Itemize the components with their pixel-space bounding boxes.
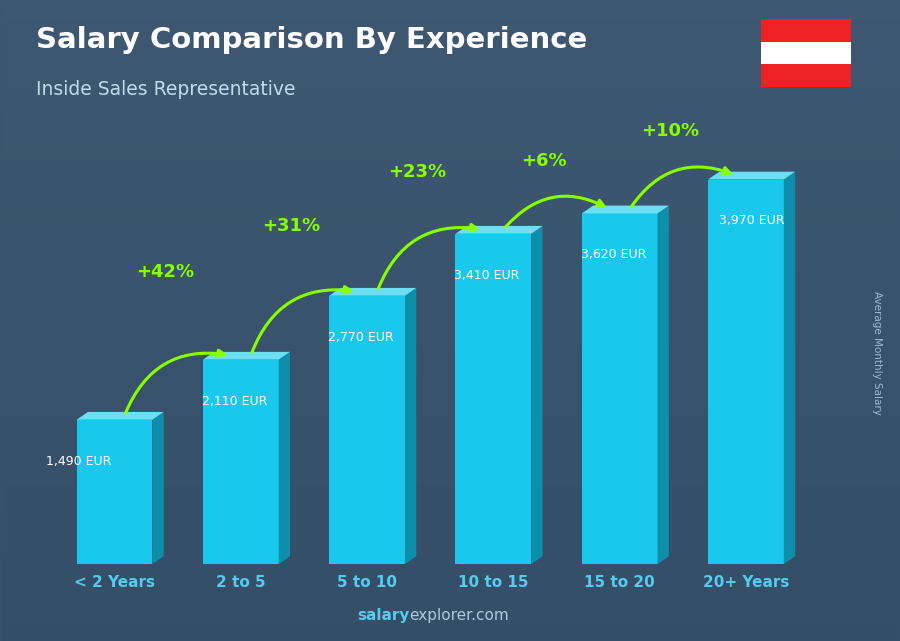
Polygon shape xyxy=(581,206,669,213)
Polygon shape xyxy=(329,288,417,296)
Text: Salary Comparison By Experience: Salary Comparison By Experience xyxy=(36,26,587,54)
Polygon shape xyxy=(202,352,290,360)
Text: +31%: +31% xyxy=(262,217,320,235)
Polygon shape xyxy=(455,226,543,234)
Text: explorer.com: explorer.com xyxy=(410,608,509,623)
Text: +42%: +42% xyxy=(136,263,194,281)
Polygon shape xyxy=(708,172,796,179)
Bar xyxy=(581,213,658,564)
Text: Inside Sales Representative: Inside Sales Representative xyxy=(36,80,295,99)
Bar xyxy=(708,179,784,564)
Polygon shape xyxy=(784,172,796,564)
Polygon shape xyxy=(658,206,669,564)
Text: 3,410 EUR: 3,410 EUR xyxy=(454,269,519,281)
Text: +23%: +23% xyxy=(389,163,446,181)
Polygon shape xyxy=(152,412,164,564)
Text: 1,490 EUR: 1,490 EUR xyxy=(47,454,112,468)
Text: +10%: +10% xyxy=(641,122,699,140)
Bar xyxy=(760,19,850,42)
Polygon shape xyxy=(76,412,164,420)
Polygon shape xyxy=(279,352,290,564)
Bar xyxy=(760,64,850,87)
Text: 2,770 EUR: 2,770 EUR xyxy=(328,331,393,344)
Bar xyxy=(202,360,279,564)
Bar xyxy=(76,420,152,564)
Polygon shape xyxy=(531,226,543,564)
Bar xyxy=(455,234,531,564)
Text: 3,620 EUR: 3,620 EUR xyxy=(580,248,646,262)
Bar xyxy=(329,296,405,564)
Bar xyxy=(760,42,850,64)
Text: salary: salary xyxy=(357,608,410,623)
Text: 3,970 EUR: 3,970 EUR xyxy=(719,214,785,228)
Polygon shape xyxy=(405,288,417,564)
Text: 2,110 EUR: 2,110 EUR xyxy=(202,395,267,408)
Text: Average Monthly Salary: Average Monthly Salary xyxy=(872,290,883,415)
Text: +6%: +6% xyxy=(521,152,567,170)
